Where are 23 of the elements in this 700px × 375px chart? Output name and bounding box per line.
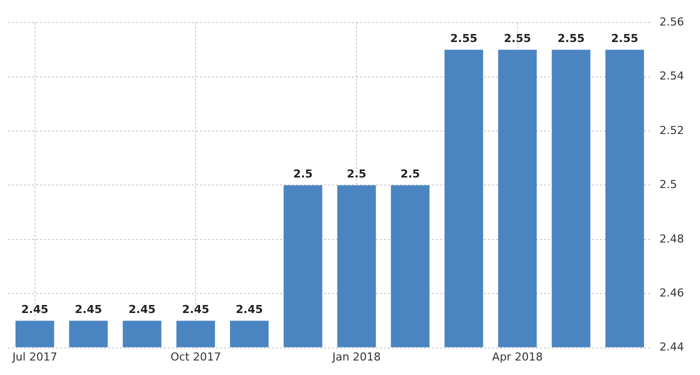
data-label: 2.45: [74, 303, 102, 316]
data-label: 2.55: [504, 32, 532, 46]
data-label: 2.45: [182, 303, 210, 316]
data-label: 2.55: [558, 32, 585, 46]
data-label: 2.45: [21, 303, 48, 316]
y-tick-label: 2.54: [660, 70, 684, 83]
x-tick-label: Jan 2018: [331, 350, 381, 364]
y-tick-label: 2.44: [660, 340, 684, 354]
x-tick-label: Oct 2017: [170, 350, 221, 364]
data-label: 2.5: [293, 168, 313, 181]
x-tick-label: Apr 2018: [492, 350, 543, 364]
y-tick-label: 2.52: [660, 124, 684, 137]
y-tick-label: 2.5: [660, 178, 678, 192]
y-tick-label: 2.56: [660, 15, 684, 28]
data-label: 2.5: [400, 168, 420, 181]
data-label: 2.55: [450, 32, 478, 46]
x-tick-label: Jul 2017: [11, 350, 58, 364]
data-label: 2.45: [128, 303, 156, 316]
y-tick-label: 2.48: [660, 232, 684, 246]
data-label: 2.45: [236, 303, 263, 316]
data-label: 2.55: [611, 32, 638, 46]
y-tick-label: 2.46: [660, 286, 684, 300]
data-label: 2.5: [346, 168, 366, 181]
